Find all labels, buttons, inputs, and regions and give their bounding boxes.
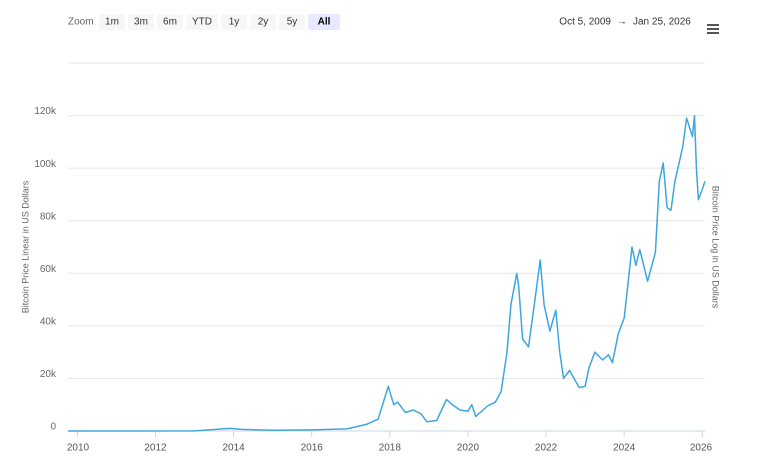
menu-bar — [707, 32, 719, 34]
zoom-button-label: 1y — [229, 17, 240, 28]
zoom-button-bg — [99, 14, 125, 30]
range-to: Jan 25, 2026 — [633, 17, 691, 28]
zoom-label: Zoom — [68, 17, 94, 28]
zoom-button-label: 5y — [287, 17, 298, 28]
y-tick-label: 0 — [50, 422, 56, 433]
x-tick-label: 2022 — [535, 443, 558, 454]
zoom-button[interactable]: 1m — [99, 14, 125, 30]
y-tick-label: 100k — [34, 159, 57, 170]
zoom-button[interactable]: 6m — [157, 14, 183, 30]
menu-icon[interactable] — [707, 24, 719, 34]
zoom-button[interactable]: 5y — [279, 14, 305, 30]
y2-axis-title: Bitcoin Price Log in US Dollars — [711, 186, 721, 309]
y-tick-label: 20k — [40, 369, 57, 380]
zoom-button[interactable]: All — [308, 14, 340, 30]
zoom-button-bg — [250, 14, 276, 30]
zoom-button-label: 6m — [163, 17, 177, 28]
y-tick-label: 60k — [40, 264, 57, 275]
zoom-button-bg — [221, 14, 247, 30]
zoom-button-label: YTD — [192, 17, 212, 28]
zoom-button-bg — [279, 14, 305, 30]
x-tick-label: 2024 — [613, 443, 636, 454]
y-tick-label: 40k — [40, 316, 57, 327]
range-from: Oct 5, 2009 — [559, 17, 611, 28]
zoom-button-label: 1m — [105, 17, 119, 28]
menu-bar — [707, 24, 719, 26]
price-line — [67, 114, 706, 432]
zoom-button-label: 2y — [258, 17, 269, 28]
x-tick-label: 2018 — [379, 443, 402, 454]
zoom-button-bg — [128, 14, 154, 30]
zoom-button-bg — [308, 14, 340, 30]
zoom-button-bg — [186, 14, 218, 30]
zoom-button-label: 3m — [134, 17, 148, 28]
x-tick-label: 2014 — [222, 443, 245, 454]
y-axis-title: Bitcoin Price Linear in US Dollars — [20, 180, 30, 313]
menu-bar — [707, 28, 719, 30]
zoom-button-label: All — [318, 17, 331, 28]
y-tick-label: 120k — [34, 106, 57, 117]
zoom-button[interactable]: 1y — [221, 14, 247, 30]
range-arrow: → — [617, 17, 627, 28]
zoom-button[interactable]: 3m — [128, 14, 154, 30]
y-tick-label: 80k — [40, 211, 57, 222]
zoom-button-bg — [157, 14, 183, 30]
x-tick-label: 2010 — [67, 443, 90, 454]
x-tick-label: 2016 — [301, 443, 324, 454]
x-tick-label: 2026 — [690, 443, 713, 454]
zoom-button[interactable]: 2y — [250, 14, 276, 30]
x-tick-label: 2012 — [144, 443, 167, 454]
x-tick-label: 2020 — [457, 443, 480, 454]
zoom-button[interactable]: YTD — [186, 14, 218, 30]
